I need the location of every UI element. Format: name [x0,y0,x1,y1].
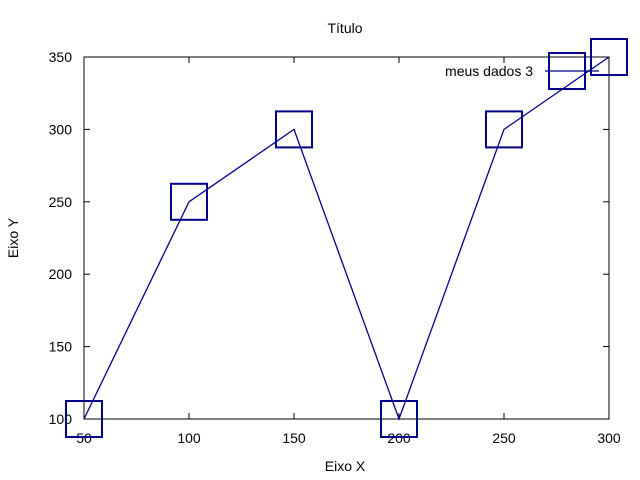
data-point-marker [590,38,628,76]
legend-marker-sample [548,52,586,90]
data-point-marker [65,400,103,438]
plot-frame [83,56,610,420]
y-tick-label: 350 [49,49,73,65]
y-tick-label: 100 [49,411,73,427]
x-axis-label: Eixo X [325,458,366,474]
x-tick-label: 150 [282,430,306,446]
y-tick-label: 250 [49,194,73,210]
y-tick-label: 200 [49,266,73,282]
legend-label: meus dados 3 [445,63,533,79]
y-axis-label: Eixo Y [5,217,21,258]
data-point-marker [275,110,313,149]
y-tick-label: 300 [49,121,73,137]
x-tick-label: 100 [177,430,201,446]
x-tick-label: 300 [597,430,621,446]
plot-border [83,56,610,420]
x-tick-label: 250 [492,430,516,446]
data-point-marker [380,400,418,438]
series-layer [65,38,628,438]
data-point-marker [485,110,523,149]
chart-title: Título [327,20,362,36]
y-tick-label: 150 [49,339,73,355]
data-point-marker [170,182,208,221]
legend: meus dados 3 [445,52,599,90]
